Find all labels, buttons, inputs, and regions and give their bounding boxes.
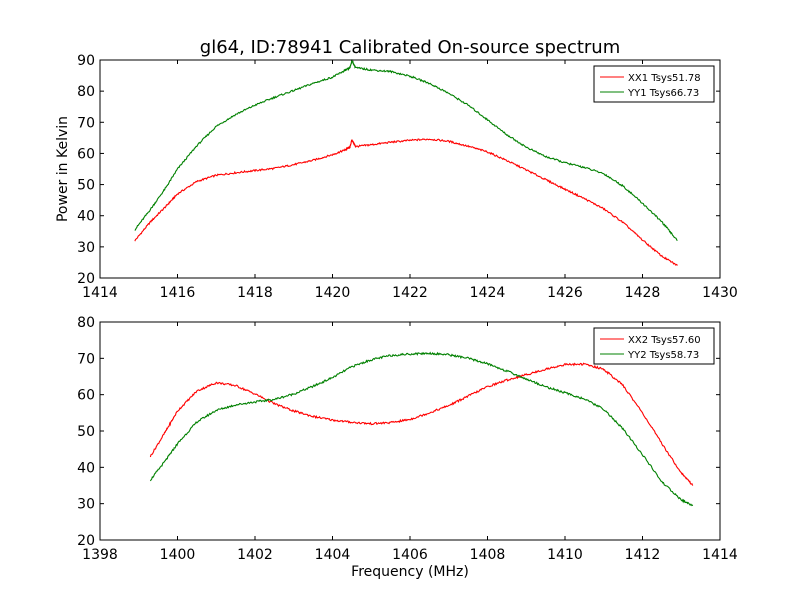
bottom-y-tick-label: 50 [77,424,95,440]
bottom-x-tick-label: 1412 [625,547,661,563]
top-x-tick-label: 1420 [315,285,351,301]
top-legend-label-2: YY1 Tsys66.73 [627,88,699,99]
bottom-x-tick-label: 1414 [702,547,738,563]
bottom-legend-label-2: YY2 Tsys58.73 [627,350,699,361]
top-y-tick-label: 90 [77,53,95,69]
bottom-y-tick-label: 70 [77,351,95,367]
bottom-y-tick-label: 80 [77,315,95,331]
top-legend-box [593,65,715,103]
y-axis-label: Power in Kelvin [55,116,71,222]
bottom-legend-label-1: XX2 Tsys57.60 [628,335,701,346]
bottom-series-line-2 [149,351,694,507]
top-x-tick-label: 1424 [470,285,506,301]
top-y-tick-label: 20 [77,271,95,287]
bottom-x-tick-label: 1408 [470,547,506,563]
top-y-tick-label: 80 [77,84,95,100]
top-spectrum-plot: 1414 1416 1418 1420 1422 1424 1426 1428 1430 20 30… [77,53,738,301]
bottom-y-tick-label: 20 [77,533,95,549]
top-y-tick-label: 40 [77,209,95,225]
top-x-tick-label: 1430 [702,285,738,301]
figure-title: gl64, ID:78941 Calibrated On-source spec… [200,37,620,58]
x-axis-label: Frequency (MHz) [351,564,469,580]
bottom-x-tick-label: 1402 [237,547,273,563]
top-y-tick-label: 60 [77,146,95,162]
top-x-tick-label: 1414 [82,285,118,301]
top-y-tick-label: 70 [77,115,95,131]
bottom-x-tick-label: 1400 [160,547,196,563]
top-y-tick-label: 50 [77,178,95,194]
bottom-x-tick-label: 1410 [547,547,583,563]
top-series-line-1 [134,138,678,266]
top-y-tick-label: 30 [77,240,95,256]
bottom-series-line-1 [149,362,694,486]
bottom-x-tick-label: 1406 [392,547,428,563]
top-x-tick-label: 1426 [547,285,583,301]
bottom-spectrum-plot: 1398 1400 1402 1404 1406 1408 1410 1412 1414 20 30… [77,315,738,563]
top-x-tick-label: 1418 [237,285,273,301]
top-series-line-2 [134,59,678,241]
top-x-tick-label: 1422 [392,285,428,301]
top-x-tick-label: 1428 [625,285,661,301]
top-legend-label-1: XX1 Tsys51.78 [628,73,701,84]
bottom-y-tick-label: 30 [77,497,95,513]
top-x-tick-label: 1416 [160,285,196,301]
bottom-x-tick-label: 1398 [82,547,118,563]
bottom-y-tick-label: 60 [77,388,95,404]
bottom-y-tick-label: 40 [77,460,95,476]
bottom-legend-box [593,327,715,365]
bottom-x-tick-label: 1404 [315,547,351,563]
